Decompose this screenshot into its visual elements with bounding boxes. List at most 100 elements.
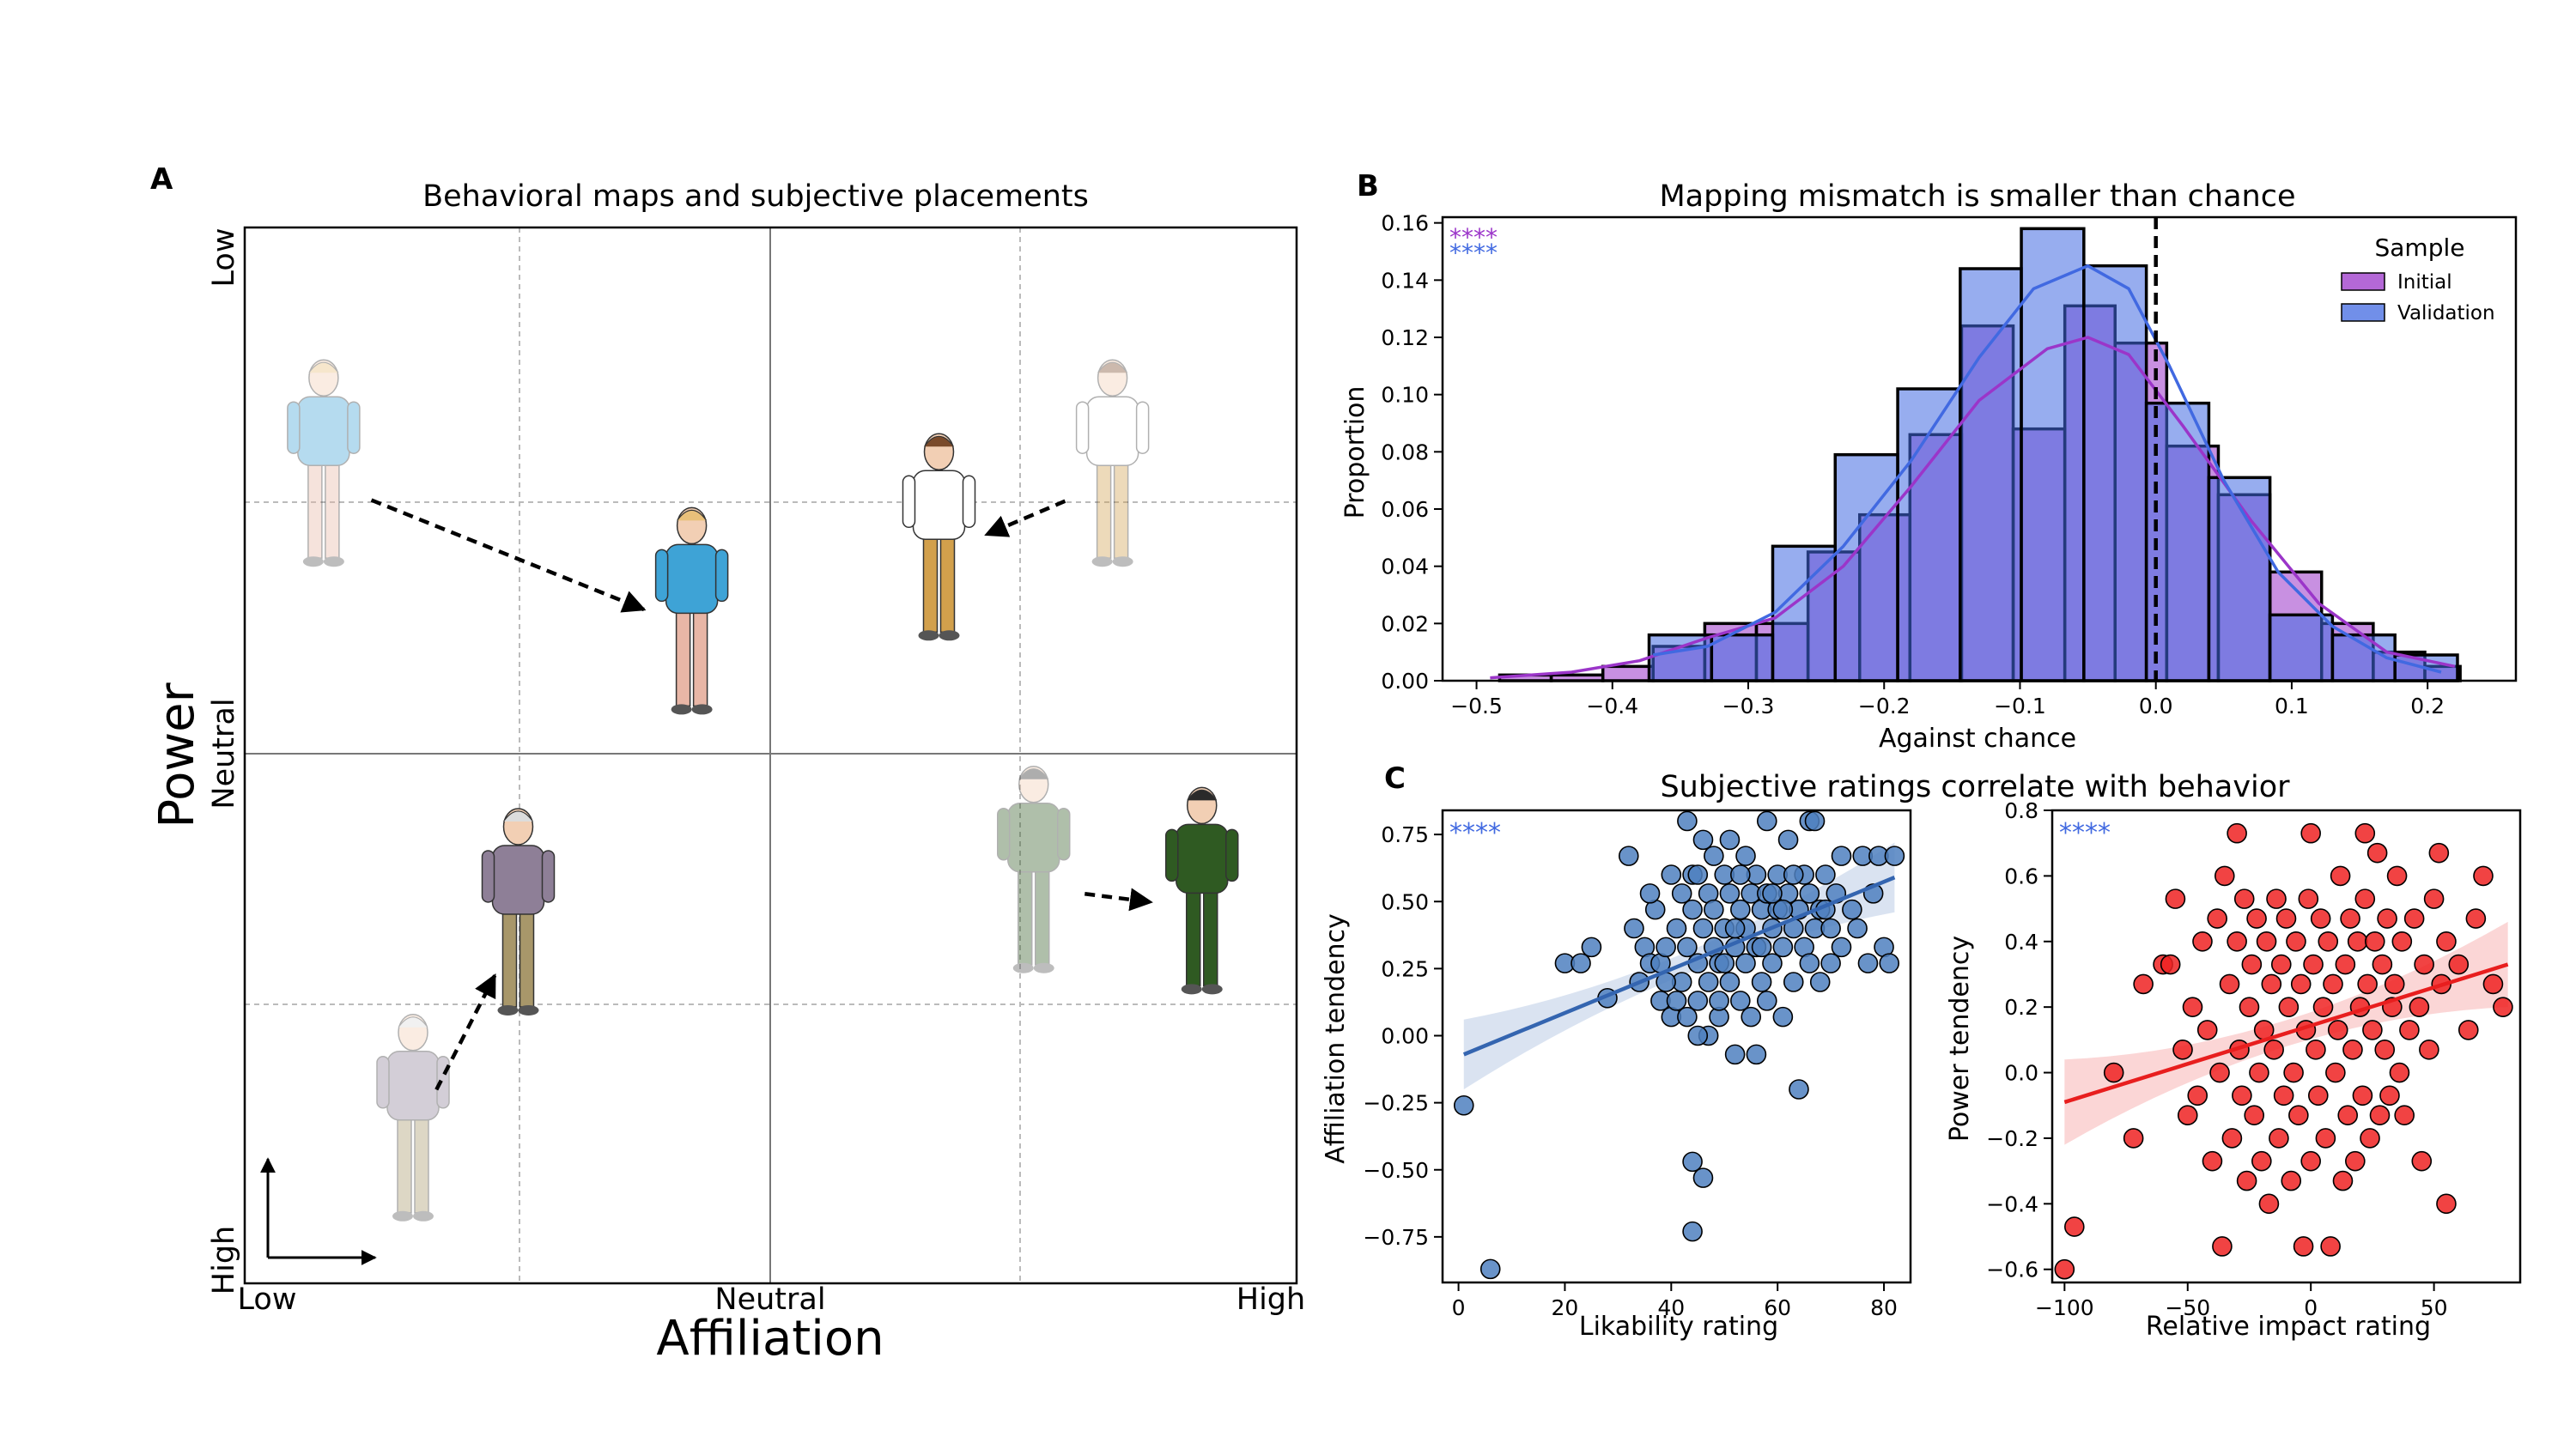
scatter-point	[1692, 918, 1714, 939]
scatter-point	[1677, 1006, 1698, 1028]
x-tick-label: −0.3	[1722, 694, 1775, 718]
head	[1097, 359, 1128, 397]
y-tick-label: 0.0	[2004, 1061, 2038, 1086]
scatter-point	[1831, 937, 1852, 958]
torso	[1176, 823, 1229, 894]
scatter-point	[2458, 1020, 2479, 1040]
scatter-point	[2323, 973, 2343, 995]
scatter-point	[1719, 972, 1741, 992]
scatter-point	[1709, 991, 1729, 1011]
x-tick-neutral: Neutral	[714, 1282, 825, 1317]
hair	[1018, 768, 1049, 780]
y-tick-label: 0.16	[1381, 211, 1429, 236]
scatter-point	[2244, 1105, 2265, 1126]
panel-c-letter: C	[1384, 761, 1406, 796]
scatter-point	[2318, 931, 2339, 952]
scatter-point	[2227, 822, 2247, 844]
torso	[1007, 803, 1060, 873]
scatter-point	[1831, 846, 1852, 866]
x-tick-label: −0.2	[1858, 694, 1911, 718]
y-tick-label: −0.2	[1986, 1126, 2038, 1151]
scatter-point	[2448, 954, 2470, 975]
scatter-point	[2357, 973, 2378, 995]
torso	[1085, 396, 1139, 466]
scatter-point	[2354, 888, 2376, 909]
leg	[1113, 454, 1129, 559]
hair	[1097, 361, 1128, 373]
scatter-point	[2281, 1170, 2302, 1191]
panel-a-plot-area	[243, 226, 1298, 1285]
scatter-point	[1762, 953, 1783, 973]
scatter-point	[2473, 865, 2494, 887]
arm	[902, 475, 916, 529]
arm	[654, 549, 669, 603]
x-tick-label: 0.1	[2275, 694, 2309, 718]
scatter-point	[2165, 888, 2186, 909]
arm	[1165, 828, 1179, 882]
scatter-point	[2256, 931, 2277, 952]
scatter-point	[1783, 972, 1804, 992]
scatter-point	[2236, 1170, 2257, 1191]
scatter-point	[1815, 864, 1836, 885]
legend-swatch-initial	[2341, 272, 2385, 291]
scatter-point	[2219, 973, 2240, 995]
scatter-point	[1783, 864, 1804, 885]
x-tick-label: 80	[1870, 1295, 1898, 1320]
arm	[1057, 808, 1071, 861]
x-tick-label: −0.5	[1450, 694, 1503, 718]
scatter-point	[2290, 973, 2312, 995]
shoe	[691, 704, 713, 715]
scatter-point	[1719, 829, 1741, 851]
scatter-point	[1879, 953, 1900, 973]
legend-title: Sample	[2375, 233, 2465, 262]
scatter-point	[2192, 931, 2213, 952]
scatter-point	[2386, 865, 2408, 887]
y-tick-label: 0.02	[1381, 611, 1429, 636]
scatter-point	[2310, 908, 2331, 929]
scatter-point	[2133, 973, 2154, 995]
histogram-bar-validation	[2020, 227, 2086, 682]
shoe	[413, 1210, 434, 1222]
panel-b-xlabel: Against chance	[1879, 724, 2076, 754]
kde-curve-initial	[1490, 336, 2456, 680]
head	[308, 359, 339, 397]
arm	[714, 549, 729, 603]
y-tick-label: 0.4	[2004, 930, 2038, 955]
plot-frame	[1441, 215, 2518, 682]
y-tick-label: 0.12	[1381, 325, 1429, 350]
scatter-point	[1624, 918, 1644, 939]
panel-a-title: Behavioral maps and subjective placement…	[422, 179, 1089, 214]
shoe	[1181, 984, 1202, 995]
scatter-point	[2428, 842, 2450, 864]
scatter-point	[2232, 1085, 2252, 1106]
y-tick-label: 0.14	[1381, 268, 1429, 293]
arm	[1225, 828, 1239, 882]
scatter-point	[2312, 997, 2334, 1017]
shoe	[939, 630, 960, 641]
scatter-point	[2342, 1040, 2363, 1060]
legend-label-validation: Validation	[2397, 302, 2495, 324]
scatter-point	[1820, 953, 1841, 973]
shoe	[518, 1004, 539, 1016]
scatter-point	[2347, 931, 2368, 952]
x-tick-label: 20	[1552, 1295, 1579, 1320]
character-old-man-purple-sweater-behavior	[376, 1014, 450, 1222]
shoe	[1033, 962, 1054, 973]
scatter-point	[2251, 1150, 2272, 1172]
histogram-bar-validation	[1647, 633, 1714, 682]
torso	[665, 543, 719, 615]
scatter-point	[1714, 953, 1735, 973]
y-tick-label: −0.6	[1986, 1258, 2038, 1282]
leg	[414, 1109, 429, 1214]
scatter-point	[2300, 822, 2321, 844]
y-tick-label: 0.6	[2004, 864, 2038, 888]
histogram-bar-validation	[2207, 476, 2272, 682]
panel-b-title: Mapping mismatch is smaller than chance	[1659, 179, 2295, 214]
scatter-point	[2160, 954, 2181, 975]
scatter-point	[2315, 1128, 2336, 1149]
panel-a: A Behavioral maps and subjective placeme…	[149, 162, 1305, 1367]
x-tick-label: 50	[2421, 1295, 2448, 1320]
scatter-point	[2364, 931, 2385, 952]
scatter-point	[2409, 997, 2430, 1017]
scatter-point	[2372, 954, 2393, 975]
